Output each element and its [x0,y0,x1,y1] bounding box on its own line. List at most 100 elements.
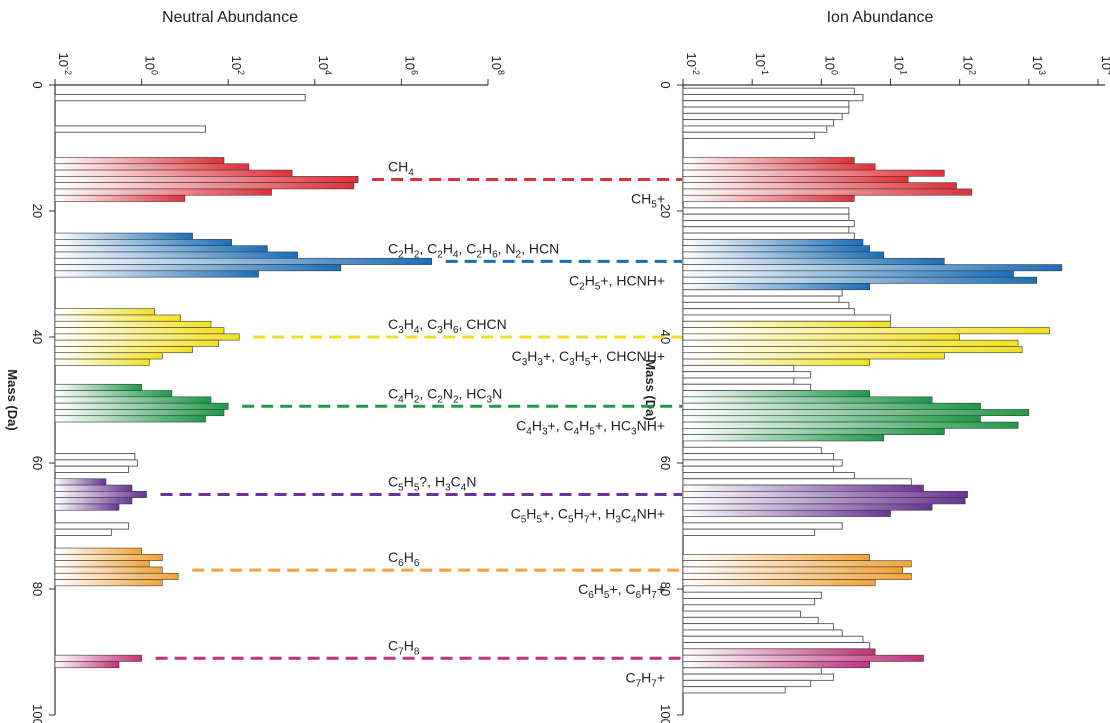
x-tick-label: 102 [961,56,978,75]
bar-C3 [682,333,960,341]
bar-outline [682,301,850,310]
bar-C4 [54,383,142,391]
bar-C3 [54,352,163,360]
bar-C1 [54,163,250,171]
bar-outline [682,623,834,631]
x-tick-label: 106 [402,56,419,75]
y-tick-label: 80 [658,582,673,596]
bar-outline [682,289,843,297]
bar-outline [682,308,855,316]
bar-C1 [682,176,909,183]
bar-C4 [682,428,945,435]
bar-outline [682,616,819,625]
bar-C3 [682,352,945,360]
bar-outline [682,232,855,240]
bar-C4 [54,415,206,423]
bar-outline [682,446,822,455]
species-label-C2: C2H2, C2H4, C2H6, N2, HCN [388,240,559,260]
bar-C2 [54,245,268,253]
bar-outline [54,453,136,461]
bar-C1 [54,188,272,196]
bar-outline [682,522,843,530]
bar-C5 [54,484,133,492]
bar-outline [54,522,130,530]
bar-C3 [54,308,155,316]
bar-outline [682,686,786,694]
bar-C5 [682,491,968,498]
species-label-C5: C5H5+, C5H7+, H3C4NH+ [511,506,665,526]
y-tick-label: 100 [658,704,673,723]
bar-outline [682,383,812,392]
species-label-C2: C2H5+, HCNH+ [569,272,665,292]
bar-outline [682,371,812,379]
bar-outline [682,125,828,133]
bar-outline [682,100,850,108]
bar-outline [682,226,850,234]
bar-outline [682,610,801,618]
bar-C5 [682,503,933,511]
x-tick-label: 104 [316,56,333,75]
neutral-bars [54,93,432,669]
bar-outline [682,629,843,637]
x-tick-label: 100 [143,56,160,75]
neutral-panel-title: Neutral Abundance [162,9,298,26]
bar-outline [682,528,816,536]
bar-C2 [54,251,298,259]
bar-C2 [682,257,945,265]
bar-C7 [682,661,870,669]
y-tick-label: 80 [30,582,45,596]
bar-C5 [682,497,966,505]
bar-outline [54,125,207,133]
bar-C6 [682,579,876,587]
bar-C3 [682,339,1019,347]
bar-C1 [54,157,225,165]
bar-C3 [682,327,1050,335]
y-tick-label: 20 [658,204,673,218]
x-tick-label: 100 [822,56,839,75]
x-tick-label: 10-2 [684,53,701,75]
ion-abundance-panel: Ion Abundance 10-2 10-1 100 101 102 103 104 0 2… [511,9,1110,723]
x-tick-label: 103 [1030,56,1047,75]
species-connectors [155,178,682,660]
bar-C3 [682,320,891,328]
neutral-annotations: CH4 C2H2, C2H4, C2H6, N2, HCN C3H4, C3H6, … [388,159,559,658]
bar-outline [682,472,855,480]
bar-C1 [682,157,855,165]
bar-C6 [682,554,870,561]
bar-C1 [682,194,855,202]
species-label-C6: C6H6 [388,549,420,569]
bar-C7 [682,654,924,662]
y-tick-label: 60 [658,456,673,470]
bar-C1 [682,163,876,171]
neutral-y-axis-title: Mass (Da) [5,369,20,430]
bar-C1 [682,188,973,196]
bar-C3 [54,346,193,354]
bar-C5 [54,491,147,498]
bar-C6 [682,572,912,580]
species-label-C7: C7H8 [388,637,420,657]
species-label-C1: CH5+ [631,191,665,211]
bar-outline [682,112,843,121]
neutral-abundance-panel: Neutral Abundance 10-2 100 102 104 106 108 0 2… [5,9,559,723]
bar-C2 [54,239,232,246]
ion-annotations: CH5+ C2H5+, HCNH+ C3H3+, C3H5+, CHCNH+ C4H3… [511,191,665,690]
bar-C2 [54,232,193,240]
bar-C6 [54,572,179,580]
neutral-y-ticks: 0 20 40 60 80 100 [30,81,55,723]
bar-C6 [54,554,163,561]
bar-C2 [54,270,259,278]
bar-outline [682,667,822,675]
bar-outline [682,119,834,127]
ion-y-axis-title: Mass (Da) [643,359,658,420]
bar-C7 [54,661,120,669]
x-tick-label: 101 [892,56,909,75]
bar-C2 [682,276,1038,284]
bar-C1 [54,182,355,190]
bar-outline [682,213,850,221]
bar-C3 [54,314,182,322]
bar-C1 [682,169,945,177]
bar-C1 [54,169,293,177]
bar-C4 [682,409,1030,417]
species-label-C4: C4H3+, C4H5+, HC3NH+ [516,417,665,437]
bar-outline [682,106,850,114]
